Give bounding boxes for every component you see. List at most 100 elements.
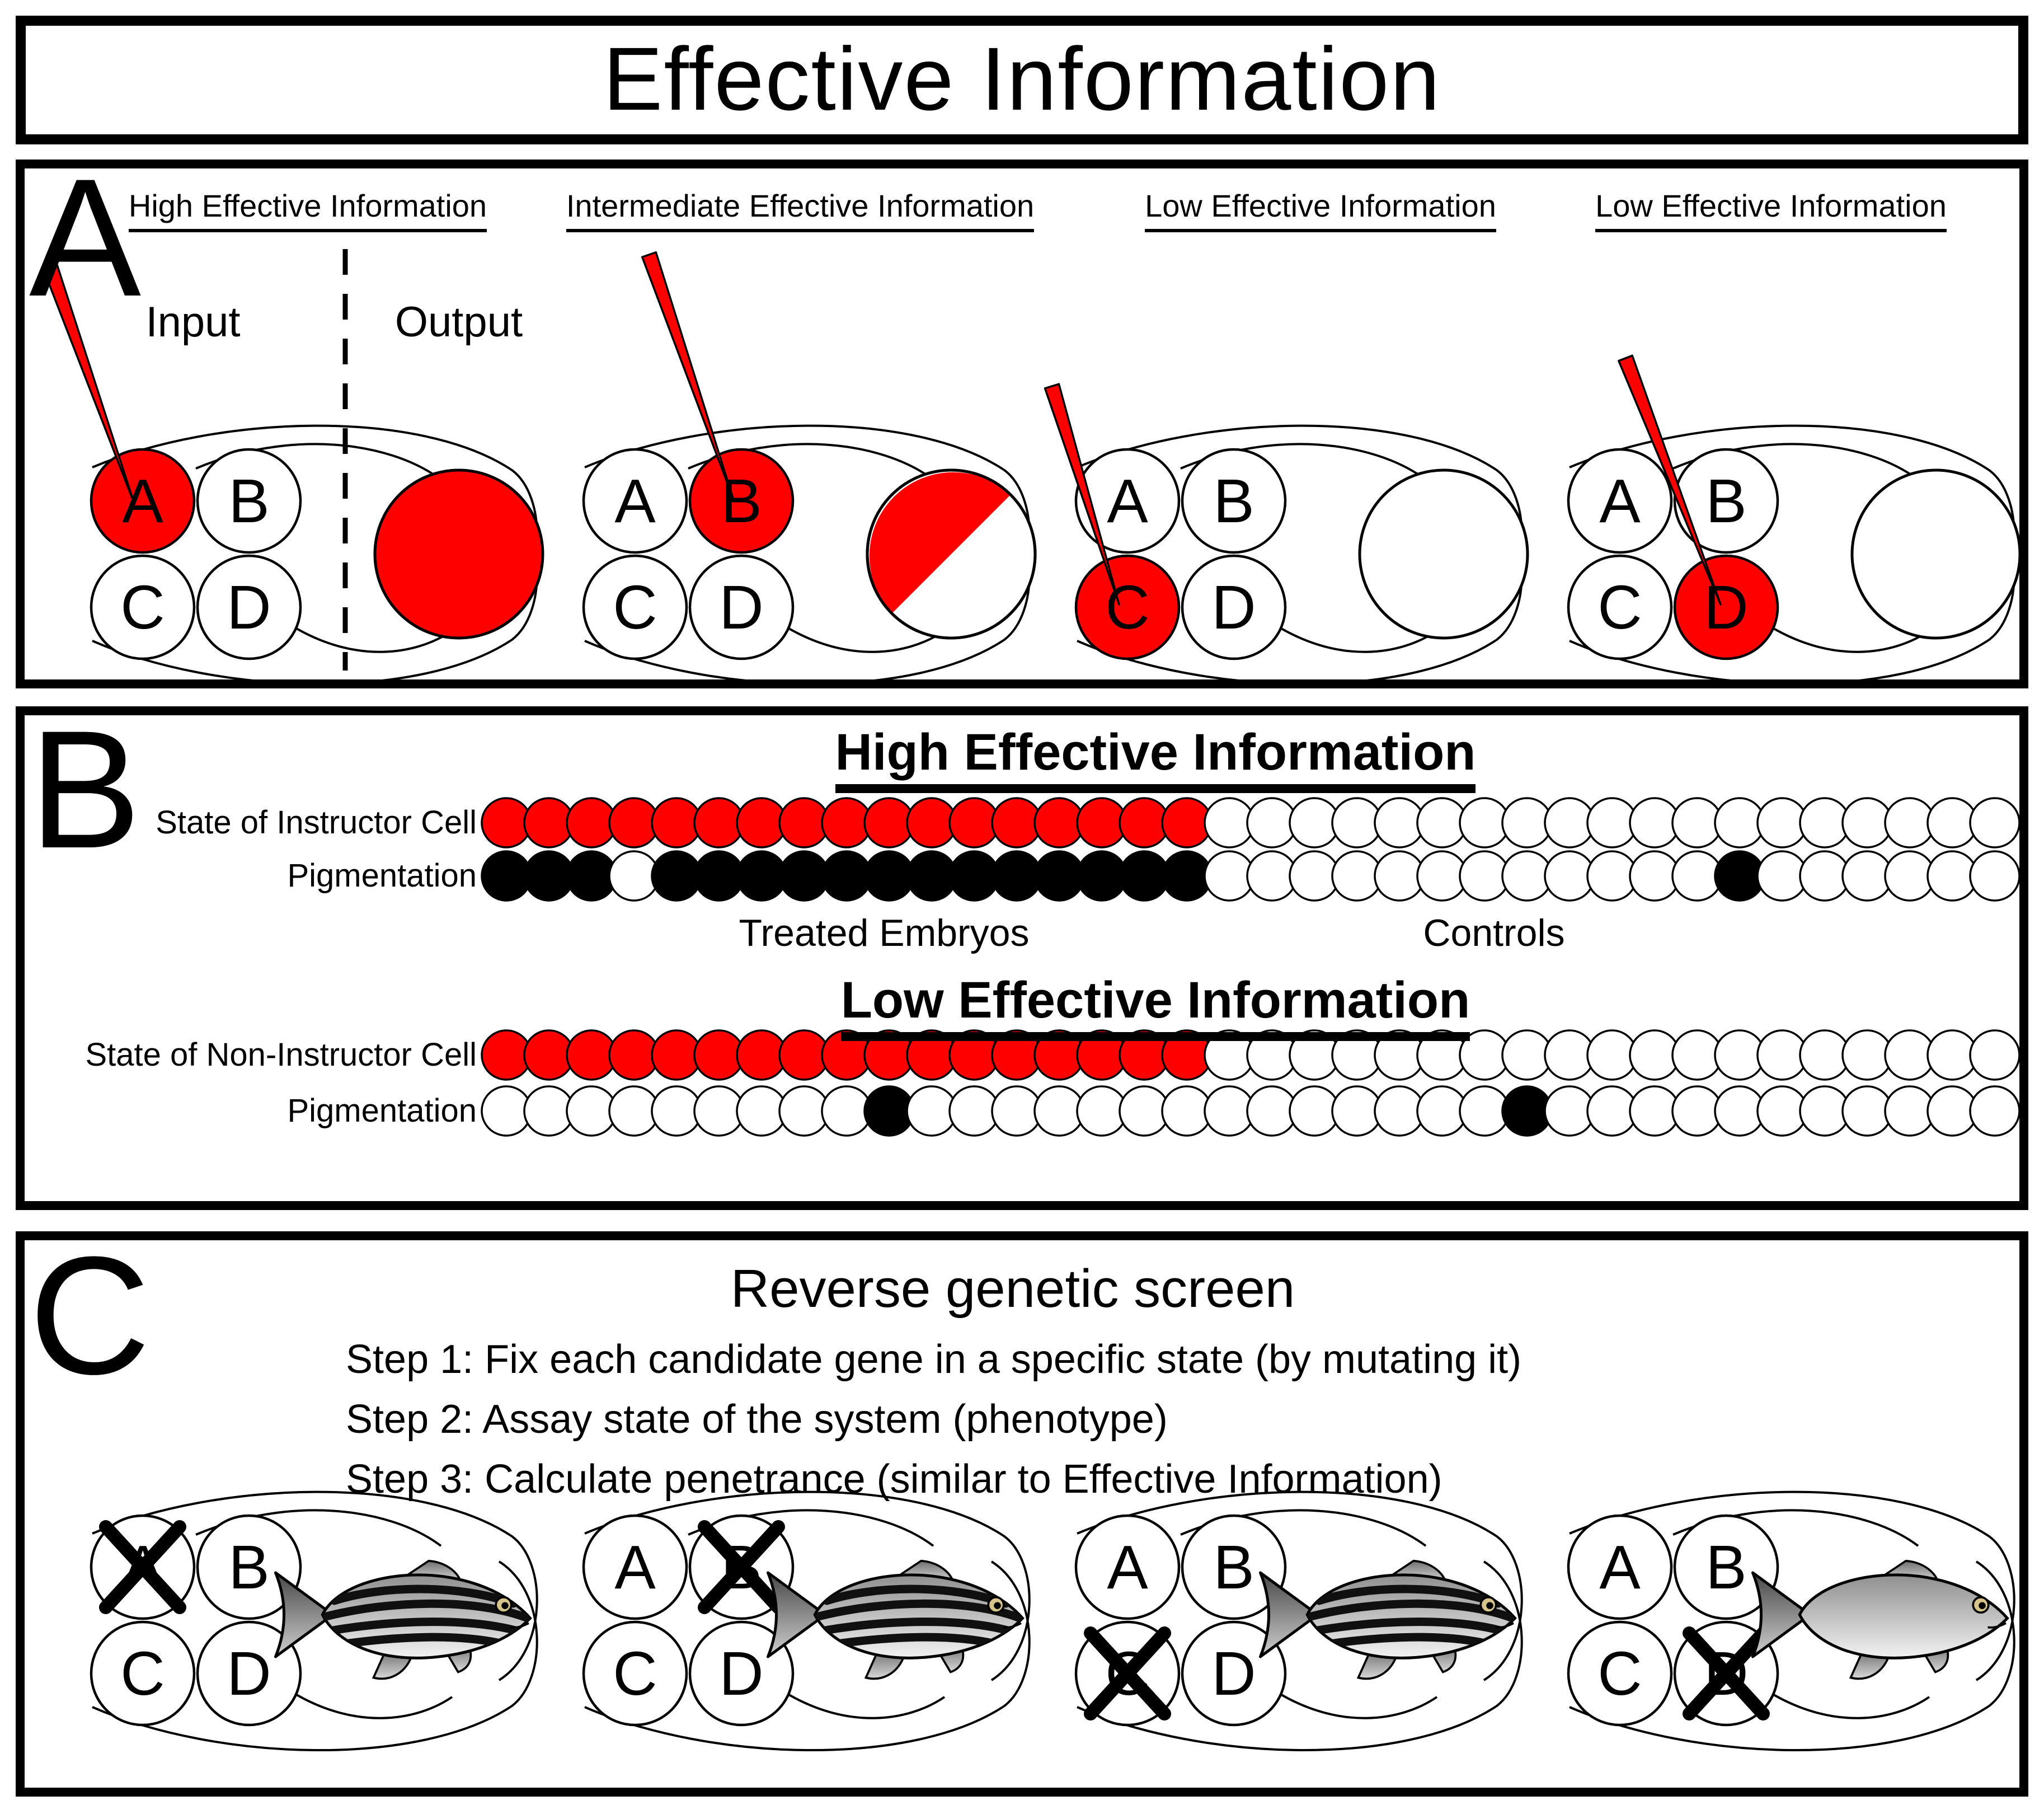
cell-letter-b: B <box>228 467 269 536</box>
cell-letter-b: B <box>1705 1533 1746 1602</box>
step-3: Step 3: Calculate penetrance (similar to… <box>346 1457 1442 1502</box>
cell-circle-c <box>582 1620 688 1727</box>
cell-circle-c <box>90 554 196 660</box>
fish-mouth <box>510 1622 529 1629</box>
knockout-x-icon <box>99 1520 186 1614</box>
fish-stripes <box>323 1584 530 1650</box>
fish-stripe <box>339 1633 514 1650</box>
cell-letter-d: D <box>719 573 763 642</box>
cell-circle-b <box>1181 1514 1287 1620</box>
cell-circle-d <box>196 1620 302 1727</box>
connection-loop <box>1077 1560 1523 1752</box>
cell-circle-c <box>582 554 688 660</box>
cell-circle-b <box>1181 448 1287 554</box>
embryo-dot-white <box>1969 1085 2020 1137</box>
knockout-x-icon <box>1084 1626 1171 1720</box>
cell-letter-a: A <box>614 467 656 536</box>
cell-letter-c: C <box>613 1639 657 1708</box>
panel-a-diagram4-title: Low Effective Information <box>1514 187 2028 232</box>
cell-circle-a <box>90 448 196 554</box>
fish-pupil <box>501 1602 509 1609</box>
cell-letter-a: A <box>1599 1533 1641 1602</box>
fish-stripe <box>823 1584 1010 1608</box>
reverse-genetic-screen-title: Reverse genetic screen <box>730 1259 1295 1319</box>
cell-letter-d: D <box>719 1639 763 1708</box>
connection-loop <box>92 1560 538 1752</box>
connection-loop <box>788 627 946 653</box>
cell-letter-c: C <box>120 573 165 642</box>
cell-letter-d: D <box>1211 1639 1256 1708</box>
embryo-dot-row <box>481 1029 2020 1081</box>
cell-letter-c: C <box>120 1639 165 1708</box>
cell-letter-d: D <box>227 573 271 642</box>
figure-title: Effective Information <box>603 29 1441 129</box>
cell-letter-a: A <box>1599 467 1641 536</box>
output-cell-white <box>1850 468 2022 640</box>
cell-circle-d <box>1181 1620 1287 1727</box>
embryo-dot-white <box>1969 850 2020 902</box>
panel-c <box>16 1231 2028 1797</box>
fish-stripe <box>831 1633 1006 1650</box>
cell-circle-b <box>688 448 795 554</box>
cell-circle-a <box>1567 448 1673 554</box>
fish-tail <box>274 1571 335 1658</box>
fish-mouth <box>1495 1622 1514 1629</box>
connection-loop <box>1773 627 1930 653</box>
connection-loop <box>1773 1694 1930 1719</box>
zebrafish-striped-icon <box>767 1559 1025 1680</box>
cell-circle-c <box>1567 1620 1673 1727</box>
connection-loop <box>584 1560 1031 1752</box>
panel-a-diagram-4: A BC D <box>1567 354 2022 686</box>
fish-stripe <box>1310 1618 1511 1637</box>
cell-letter-b: B <box>1213 1533 1254 1602</box>
cell-letter-c: C <box>613 573 657 642</box>
connection-loop <box>788 1694 946 1719</box>
embryo-dot-row <box>481 797 2020 848</box>
connection-loop <box>1281 1694 1438 1719</box>
high-ei-heading: High Effective Information <box>652 723 1659 793</box>
injection-needle-icon <box>1618 354 1722 606</box>
cell-letter-c: C <box>1597 573 1642 642</box>
row-label-instructor: State of Instructor Cell <box>156 804 477 841</box>
output-cell-half-red-part <box>869 472 1011 613</box>
fish-pupil <box>1486 1602 1493 1609</box>
panel-b-label: B <box>29 695 142 883</box>
fish-stripe <box>818 1618 1018 1637</box>
injection-needle-icon <box>41 260 135 505</box>
cell-circle-b <box>196 1514 302 1620</box>
panel-a-diagram-1: A BC D <box>41 260 544 686</box>
output-cell-outline <box>866 468 1037 640</box>
cell-circle-b <box>196 448 302 554</box>
cell-circle-d <box>1181 554 1287 660</box>
connection-loop <box>296 627 453 653</box>
cell-circle-d <box>688 1620 795 1727</box>
input-label: Input <box>145 298 241 346</box>
cell-letter-b: B <box>228 1533 269 1602</box>
cell-letter-a: A <box>122 467 163 536</box>
injection-needle-icon <box>1044 383 1120 606</box>
output-cell-white <box>1358 468 1529 640</box>
cell-circle-d <box>688 554 795 660</box>
fish-tail <box>767 1571 827 1658</box>
connection-loop <box>296 1694 453 1719</box>
row-label-non-instructor: State of Non-Instructor Cell <box>85 1037 477 1073</box>
fish-stripe <box>326 1618 526 1637</box>
cell-letter-a: A <box>1107 467 1148 536</box>
zebrafish-plain-icon <box>1751 1559 2009 1680</box>
cell-letter-a: A <box>1107 1533 1148 1602</box>
fish-pupil <box>994 1602 1001 1609</box>
cell-circle-a <box>1074 1514 1181 1620</box>
panel-a-diagram-2: A BC D <box>582 251 1037 686</box>
cell-letter-b: B <box>1213 467 1254 536</box>
panel-c-label: C <box>29 1221 151 1409</box>
fish-tail <box>1751 1571 1812 1658</box>
panel-a-diagram1-title: High Effective Information <box>50 187 565 232</box>
cell-circle-d <box>196 554 302 660</box>
fish-mouth <box>1987 1622 2007 1629</box>
cell-circle-b <box>1673 1514 1779 1620</box>
zebrafish-striped-icon <box>1259 1559 1517 1680</box>
row-label-pigmentation-2: Pigmentation <box>287 1093 477 1129</box>
